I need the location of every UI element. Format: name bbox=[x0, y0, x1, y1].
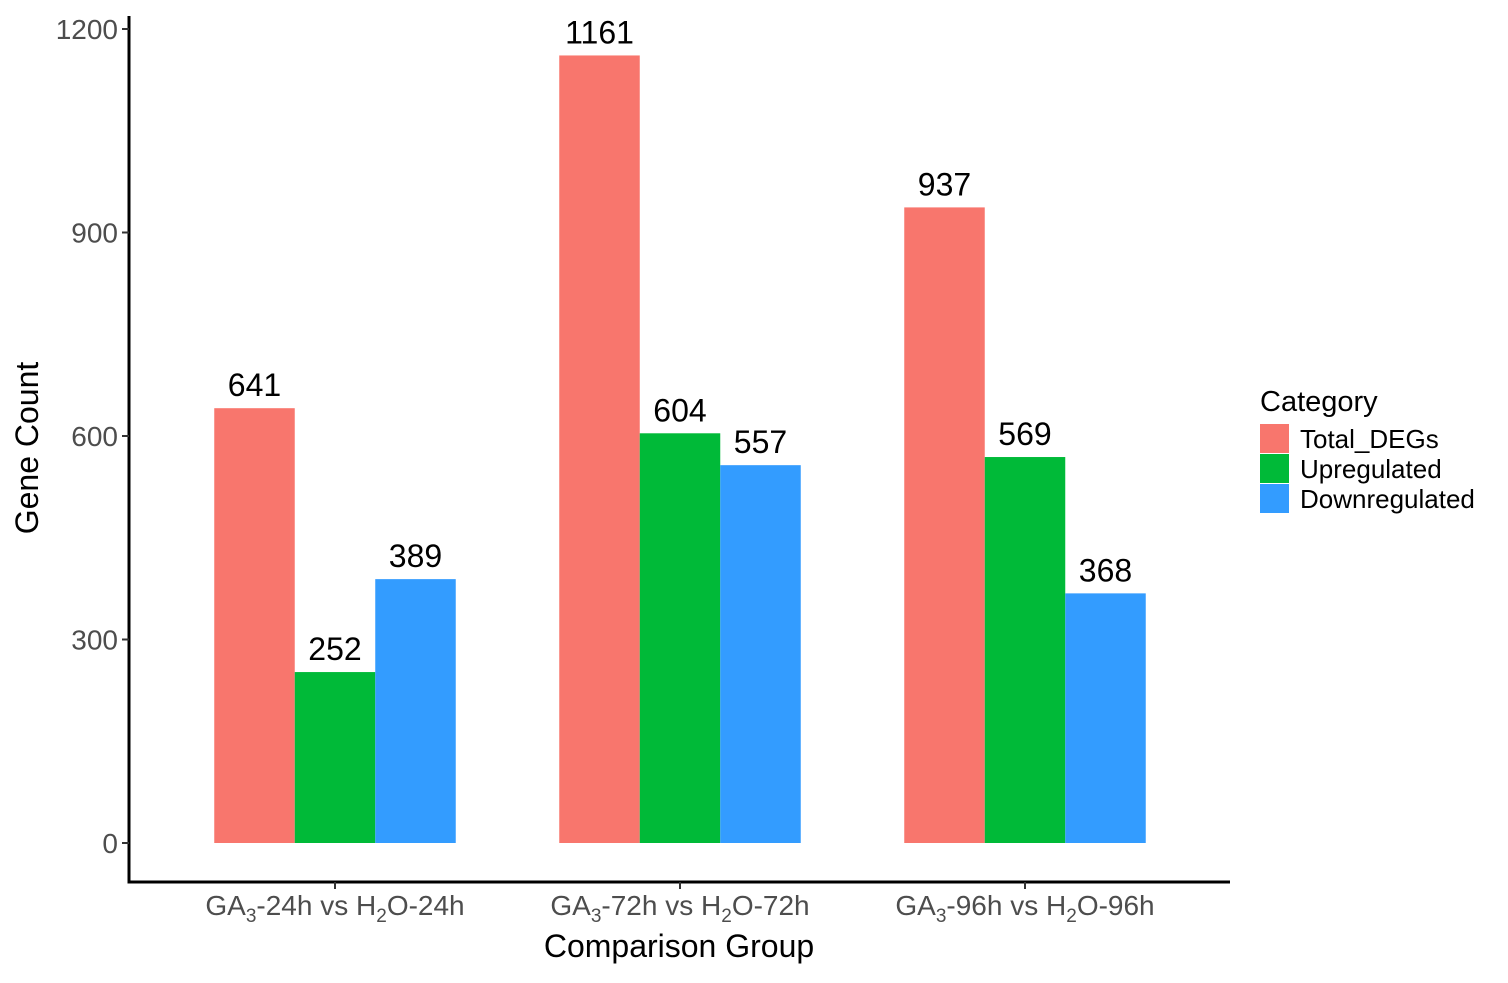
data-label-downregulated-2: 557 bbox=[734, 424, 787, 460]
data-label-upregulated-2: 604 bbox=[653, 392, 706, 428]
legend-swatch-upregulated bbox=[1260, 454, 1289, 483]
x-tick-label-2: GA3-72h vs H2O-72h bbox=[550, 890, 809, 927]
legend-swatch-downregulated bbox=[1260, 484, 1289, 513]
data-label-upregulated-1: 252 bbox=[308, 631, 361, 667]
bar-upregulated-2 bbox=[639, 433, 721, 843]
y-tick-label-300: 300 bbox=[71, 625, 118, 656]
bar-upregulated-1 bbox=[294, 672, 376, 843]
bar-downregulated-1 bbox=[375, 579, 456, 843]
bars-layer bbox=[214, 55, 1146, 843]
y-axis-title: Gene Count bbox=[9, 362, 45, 535]
legend-label-total_degs: Total_DEGs bbox=[1300, 424, 1439, 454]
x-tick-label-1: GA3-24h vs H2O-24h bbox=[205, 890, 464, 927]
bar-downregulated-2 bbox=[720, 465, 801, 843]
y-tick-label-1200: 1200 bbox=[56, 14, 118, 45]
data-label-total_degs-2: 1161 bbox=[565, 14, 634, 50]
y-tick-label-900: 900 bbox=[71, 218, 118, 249]
legend-label-downregulated: Downregulated bbox=[1300, 484, 1475, 514]
axes-layer: 0 300 600 900 1200 GA3-24h vs H2O-24h GA3-72h … bbox=[56, 14, 1230, 927]
x-tick-label-3: GA3-96h vs H2O-96h bbox=[895, 890, 1154, 927]
data-label-downregulated-3: 368 bbox=[1079, 552, 1132, 588]
y-tick-label-0: 0 bbox=[102, 828, 118, 859]
bar-total_degs-1 bbox=[214, 408, 295, 843]
x-axis-title: Comparison Group bbox=[544, 928, 814, 964]
legend-swatch-total_degs bbox=[1260, 424, 1289, 453]
bar-downregulated-3 bbox=[1065, 593, 1146, 843]
legend-label-upregulated: Upregulated bbox=[1300, 454, 1442, 484]
legend: Category Total_DEGsUpregulatedDownregulat… bbox=[1260, 386, 1475, 514]
legend-title: Category bbox=[1260, 386, 1378, 418]
bar-upregulated-3 bbox=[984, 457, 1066, 843]
data-label-total_degs-3: 937 bbox=[918, 166, 971, 202]
data-label-total_degs-1: 641 bbox=[228, 367, 281, 403]
data-labels-layer: 641 1161 937 252 604 569 389 557 368 bbox=[228, 14, 1132, 667]
data-label-upregulated-3: 569 bbox=[998, 416, 1051, 452]
bar-total_degs-2 bbox=[559, 55, 640, 843]
y-tick-label-600: 600 bbox=[71, 421, 118, 452]
bar-total_degs-3 bbox=[904, 207, 985, 843]
data-label-downregulated-1: 389 bbox=[389, 538, 442, 574]
